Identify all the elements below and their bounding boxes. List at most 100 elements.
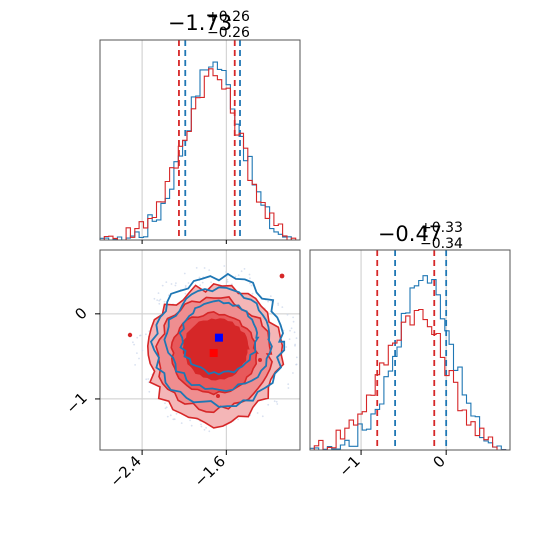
scatter-point bbox=[184, 286, 187, 288]
scatter-point bbox=[249, 277, 251, 280]
joint-frame bbox=[99, 249, 301, 451]
red-contour-island-2 bbox=[279, 273, 285, 279]
scatter-point bbox=[165, 281, 168, 283]
scatter-point bbox=[132, 341, 134, 344]
scatter-point bbox=[189, 419, 192, 422]
scatter-point bbox=[139, 334, 141, 337]
scatter-point bbox=[292, 316, 294, 319]
top-frame bbox=[99, 39, 301, 241]
title-param-2-plus: +0.33 bbox=[420, 220, 463, 236]
scatter-point bbox=[163, 300, 166, 303]
scatter-point bbox=[198, 276, 201, 279]
scatter-point bbox=[261, 415, 264, 418]
scatter-point bbox=[210, 281, 213, 284]
scatter-point bbox=[225, 271, 227, 273]
right-xtick-label-0: −1 bbox=[336, 452, 364, 480]
scatter-point bbox=[164, 407, 167, 410]
scatter-point bbox=[169, 414, 172, 417]
scatter-point bbox=[148, 390, 151, 393]
scatter-point bbox=[199, 284, 202, 287]
scatter-point bbox=[164, 402, 166, 405]
joint-xtick-label-1: −1.6 bbox=[191, 452, 229, 490]
scatter-point bbox=[289, 329, 291, 332]
scatter-point bbox=[275, 400, 278, 403]
scatter-point bbox=[201, 281, 204, 284]
scatter-point bbox=[165, 406, 168, 409]
scatter-point bbox=[295, 356, 298, 359]
scatter-point bbox=[249, 282, 251, 285]
scatter-point bbox=[174, 284, 177, 287]
joint-contour-panel: −2.4 −1.6 0 −1 bbox=[62, 249, 301, 491]
scatter-point bbox=[203, 428, 206, 431]
scatter-point bbox=[158, 299, 161, 302]
scatter-point bbox=[184, 284, 187, 287]
scatter-point bbox=[208, 269, 211, 271]
scatter-point bbox=[290, 327, 293, 330]
scatter-point bbox=[226, 278, 229, 281]
scatter-point bbox=[288, 338, 291, 341]
scatter-point bbox=[184, 292, 187, 295]
scatter-point bbox=[267, 300, 269, 303]
scatter-point bbox=[292, 320, 295, 323]
scatter-point bbox=[153, 297, 156, 300]
title-1-value: −1.73 bbox=[168, 11, 232, 35]
scatter-point bbox=[277, 304, 280, 306]
title-param-2: −0.47 bbox=[378, 222, 442, 246]
scatter-point bbox=[281, 306, 284, 308]
scatter-point bbox=[190, 424, 193, 427]
scatter-point bbox=[161, 284, 164, 287]
scatter-point bbox=[200, 425, 203, 428]
scatter-point bbox=[183, 272, 186, 275]
title-2-value: −0.47 bbox=[378, 222, 442, 246]
scatter-point bbox=[133, 343, 136, 346]
scatter-point bbox=[147, 381, 150, 384]
scatter-point bbox=[157, 292, 160, 294]
scatter-point bbox=[256, 412, 259, 414]
scatter-point bbox=[237, 418, 240, 421]
scatter-point bbox=[205, 427, 208, 429]
scatter-point bbox=[248, 273, 251, 276]
blue-contour-mid bbox=[163, 286, 273, 392]
scatter-point bbox=[172, 418, 175, 421]
scatter-point bbox=[251, 292, 254, 295]
scatter-point bbox=[294, 343, 296, 346]
scatter-point bbox=[208, 430, 211, 433]
red-center-marker bbox=[209, 348, 218, 357]
scatter-point bbox=[234, 275, 237, 278]
scatter-point bbox=[223, 265, 226, 267]
scatter-point bbox=[237, 274, 240, 277]
scatter-point bbox=[145, 378, 148, 381]
scatter-point bbox=[270, 300, 273, 303]
scatter-point bbox=[159, 298, 162, 301]
red-contour-island-0 bbox=[127, 332, 133, 338]
scatter-point bbox=[276, 403, 279, 405]
scatter-point bbox=[158, 302, 161, 305]
scatter-point bbox=[287, 387, 290, 389]
right-hist-series-0 bbox=[309, 275, 510, 451]
scatter-point bbox=[295, 337, 298, 339]
title-param-2-minus: −0.34 bbox=[420, 236, 463, 252]
scatter-point bbox=[175, 412, 178, 415]
scatter-point bbox=[138, 357, 140, 360]
scatter-point bbox=[166, 415, 169, 418]
scatter-point bbox=[203, 267, 206, 269]
scatter-point bbox=[156, 299, 159, 301]
joint-ytick-label-0: 0 bbox=[71, 304, 90, 323]
scatter-point bbox=[226, 280, 229, 283]
title-param-1: −1.73 bbox=[168, 11, 232, 35]
scatter-point bbox=[136, 352, 138, 354]
blue-contour-outer bbox=[149, 272, 286, 408]
scatter-point bbox=[273, 400, 276, 403]
scatter-point bbox=[277, 302, 279, 305]
right-xtick-label-1: 0 bbox=[430, 452, 449, 471]
scatter-point bbox=[269, 295, 272, 298]
blue-center-marker bbox=[214, 333, 223, 342]
joint-xtick-label-0: −2.4 bbox=[106, 452, 144, 490]
scatter-point bbox=[141, 349, 144, 352]
scatter-point bbox=[134, 364, 137, 366]
scatter-point bbox=[287, 383, 290, 386]
red-contour-island-1 bbox=[258, 358, 262, 362]
scatter-point bbox=[136, 336, 139, 339]
top-hist-series-1 bbox=[100, 68, 300, 241]
red-contour-island-3 bbox=[216, 394, 220, 398]
